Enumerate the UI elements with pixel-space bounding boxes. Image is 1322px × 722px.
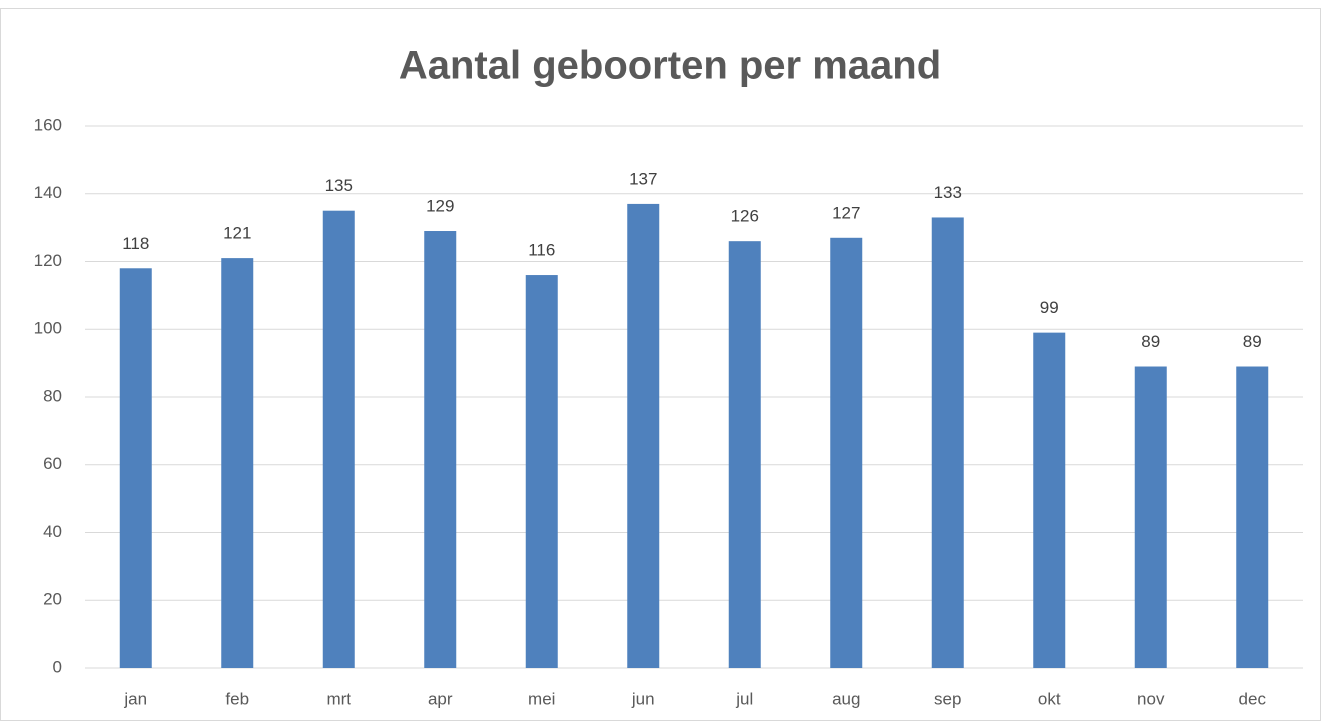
y-tick-label: 120 [34,251,62,270]
bar [221,258,254,668]
y-tick-label: 60 [43,454,62,473]
x-tick-label: jul [735,689,753,708]
data-label: 99 [1040,298,1059,317]
bar [525,275,558,668]
data-label: 89 [1243,332,1262,351]
x-tick-label: aug [832,689,860,708]
x-tick-label: sep [934,689,961,708]
data-label: 116 [528,241,555,260]
data-label: 127 [832,203,860,222]
bar [931,217,964,668]
y-tick-label: 100 [34,319,62,338]
y-tick-label: 140 [34,183,62,202]
data-label: 118 [122,234,149,253]
x-tick-label: feb [225,689,249,708]
chart-border [0,8,1321,721]
y-tick-label: 160 [34,115,62,134]
bar [1033,332,1066,668]
bar [322,210,355,668]
data-label: 133 [934,183,962,202]
data-label: 129 [426,196,454,215]
chart-title: Aantal geboorten per maand [399,44,941,88]
y-tick-label: 80 [43,386,62,405]
bar [728,241,761,669]
x-tick-label: okt [1038,689,1061,708]
x-tick-label: mrt [326,689,351,708]
y-tick-label: 0 [53,657,62,676]
bar [830,237,863,668]
bar [627,203,660,668]
x-tick-label: nov [1137,689,1165,708]
bar [1236,366,1269,668]
data-label: 121 [223,224,251,243]
x-tick-label: jun [631,689,655,708]
y-tick-label: 40 [43,522,62,541]
bar [119,268,152,668]
data-label: 135 [325,176,353,195]
x-tick-label: dec [1239,689,1267,708]
x-tick-label: mei [528,689,555,708]
x-tick-label: jan [123,689,147,708]
data-label: 126 [731,207,759,226]
x-tick-label: apr [428,689,453,708]
bar [1134,366,1167,668]
data-label: 137 [629,169,657,188]
bar [424,231,457,668]
y-tick-label: 20 [43,590,62,609]
data-label: 89 [1141,332,1160,351]
